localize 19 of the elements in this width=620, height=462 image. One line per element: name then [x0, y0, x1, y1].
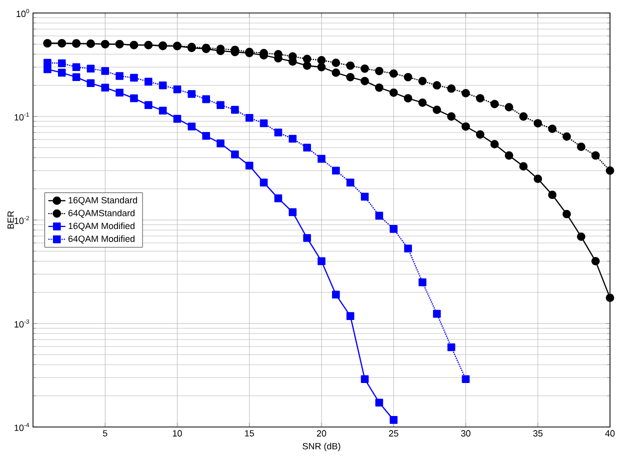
y-tick-label: 10$^{0}$	[16, 8, 30, 18]
x-tick-label: 15	[245, 430, 254, 436]
legend-label: 64QAMStandard	[68, 210, 134, 218]
x-tick-label: 10	[172, 430, 182, 437]
x-tick-label: 20	[316, 430, 326, 437]
x-tick-label: 35	[533, 430, 542, 437]
y-tick-label: 10$^{-3}$	[14, 319, 30, 328]
y-tick-label: 10$^{-4}$	[14, 422, 30, 432]
legend-label: 16QAM Standard	[68, 196, 137, 205]
legend-label: 64QAM Modified	[68, 235, 134, 244]
x-tick-label: 30	[461, 430, 470, 437]
y-axis-title: BER	[8, 211, 14, 229]
x-tick-label: 25	[389, 430, 398, 437]
y-tick-label: 10$^{-2}$	[14, 216, 30, 224]
y-tick-label: 10$^{-1}$	[14, 112, 30, 121]
x-axis-title: SNR (dB)	[302, 442, 340, 452]
legend-label: 16QAM Modified	[68, 222, 134, 231]
x-tick-label: 5	[102, 430, 108, 436]
x-tick-label: 40	[605, 430, 615, 437]
